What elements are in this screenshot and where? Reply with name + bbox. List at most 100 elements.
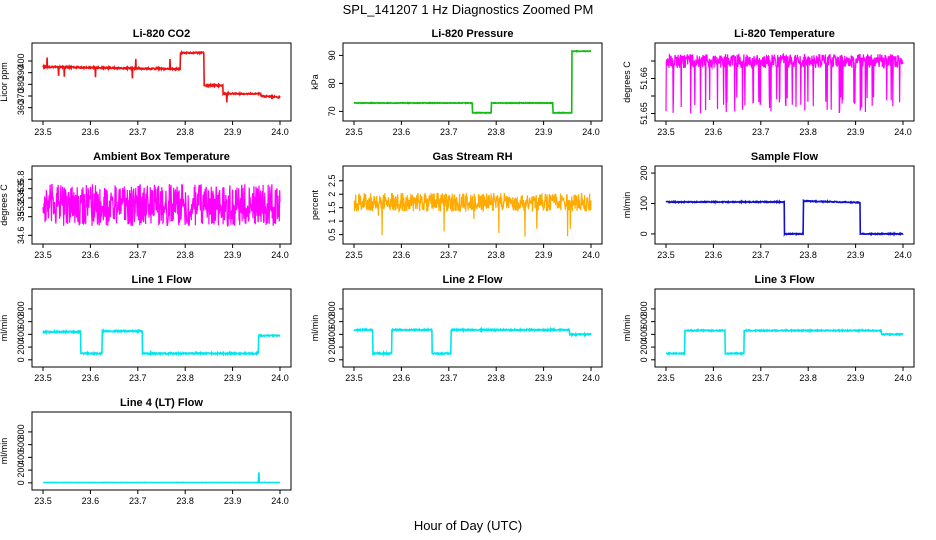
y-tick-label: 600 [16, 437, 26, 452]
y-axis-label: ml/min [310, 315, 320, 342]
y-tick-label: 800 [327, 301, 337, 316]
x-tick-label: 23.7 [129, 127, 147, 137]
x-tick-label: 23.5 [345, 373, 363, 383]
x-tick-label: 23.8 [176, 250, 194, 260]
y-tick-label: 0.5 [327, 228, 337, 241]
x-tick-label: 23.8 [487, 250, 505, 260]
panel-title: Li-820 Temperature [734, 28, 835, 40]
y-tick-label: 380 [16, 77, 26, 92]
y-tick-label: 200 [16, 340, 26, 355]
x-tick-label: 23.8 [799, 127, 817, 137]
x-tick-label: 23.9 [847, 127, 865, 137]
plot-frame [31, 165, 292, 245]
x-tick-label: 24.0 [582, 250, 600, 260]
x-tick-label: 23.9 [535, 373, 553, 383]
panel-6: Sample Flow ml/min 23.5 23.6 23.7 23.8 23.9 24.… [622, 151, 915, 260]
panel-title: Ambient Box Temperature [93, 151, 230, 163]
panel-title: Li-820 Pressure [432, 28, 514, 40]
x-tick-label: 23.5 [657, 373, 675, 383]
x-tick-label: 23.7 [129, 373, 147, 383]
x-tick-label: 23.5 [34, 127, 52, 137]
y-tick-label: 200 [639, 166, 649, 181]
y-tick-label: 1 [327, 219, 337, 224]
series-line [42, 49, 281, 103]
y-tick-label: 35.4 [16, 189, 26, 207]
x-tick-label: 23.5 [34, 250, 52, 260]
y-tick-label: 390 [16, 65, 26, 80]
x-tick-label: 24.0 [894, 373, 912, 383]
x-tick-label: 23.6 [393, 127, 411, 137]
x-tick-label: 23.7 [440, 127, 458, 137]
x-tick-label: 23.9 [847, 250, 865, 260]
panel-1: Li-820 CO2 Licor ppm 23.5 23.6 23.7 23.8 23.9 2… [0, 28, 292, 137]
y-tick-label: 90 [327, 50, 337, 60]
x-tick-label: 23.9 [535, 250, 553, 260]
y-tick-label: 400 [16, 450, 26, 465]
y-tick-label: 600 [16, 314, 26, 329]
x-tick-label: 23.6 [82, 373, 100, 383]
y-axis-label: Licor ppm [0, 62, 9, 102]
panel-5: Gas Stream RH percent 23.5 23.6 23.7 23.8 23.9… [310, 151, 603, 260]
plot-frame [654, 165, 915, 245]
y-tick-label: 35.2 [16, 199, 26, 217]
series-line [42, 183, 281, 227]
series-line [353, 192, 592, 237]
y-tick-label: 51.65 [639, 102, 649, 125]
panel-title: Li-820 CO2 [133, 28, 190, 40]
y-tick-label: 370 [16, 88, 26, 103]
x-tick-label: 24.0 [894, 250, 912, 260]
plot-frame [342, 165, 603, 245]
x-tick-label: 24.0 [271, 250, 289, 260]
y-tick-label: 0 [16, 480, 26, 485]
panel-title: Line 4 (LT) Flow [120, 397, 203, 409]
x-tick-label: 23.7 [440, 250, 458, 260]
y-tick-label: 400 [16, 53, 26, 68]
plot-frame [654, 288, 915, 368]
panel-2: Li-820 Pressure kPa 23.5 23.6 23.7 23.8 23.9 24… [310, 28, 603, 137]
x-tick-label: 23.6 [393, 373, 411, 383]
y-tick-label: 70 [327, 106, 337, 116]
series-line [665, 198, 904, 238]
x-tick-label: 23.8 [176, 496, 194, 506]
y-tick-label: 200 [327, 340, 337, 355]
x-tick-label: 23.5 [345, 250, 363, 260]
x-tick-label: 24.0 [582, 373, 600, 383]
y-axis-label: kPa [310, 74, 320, 90]
x-tick-label: 23.6 [393, 250, 411, 260]
x-tick-label: 23.5 [345, 127, 363, 137]
plot-frame [342, 288, 603, 368]
series-line [665, 327, 904, 356]
series-line [42, 328, 281, 357]
x-tick-label: 23.6 [82, 250, 100, 260]
x-tick-label: 23.8 [799, 373, 817, 383]
x-tick-label: 23.9 [535, 127, 553, 137]
x-tick-label: 23.5 [34, 373, 52, 383]
series-line [42, 472, 280, 484]
figure-x-axis-label: Hour of Day (UTC) [413, 518, 523, 533]
x-tick-label: 23.7 [752, 250, 770, 260]
y-tick-label: 360 [16, 100, 26, 115]
x-tick-label: 23.9 [224, 496, 242, 506]
y-axis-label: ml/min [622, 315, 632, 342]
panel-title: Line 1 Flow [132, 274, 192, 286]
y-tick-label: 2 [327, 192, 337, 197]
plot-frame [31, 42, 292, 122]
y-tick-label: 35 [16, 212, 26, 222]
plot-frame [31, 411, 292, 491]
x-tick-label: 23.6 [705, 250, 723, 260]
y-axis-label: degrees C [622, 61, 632, 103]
panel-title: Line 2 Flow [443, 274, 503, 286]
plot-frame [342, 42, 603, 122]
x-tick-label: 23.7 [752, 373, 770, 383]
y-tick-label: 35.6 [16, 180, 26, 198]
x-tick-label: 23.5 [657, 127, 675, 137]
y-tick-label: 800 [639, 301, 649, 316]
y-axis-label: ml/min [0, 315, 9, 342]
y-tick-label: 0 [16, 357, 26, 362]
series-line [353, 326, 592, 358]
y-tick-label: 80 [327, 78, 337, 88]
panel-9: Line 3 Flow ml/min 23.5 23.6 23.7 23.8 23.9 24.… [622, 274, 915, 383]
x-tick-label: 23.8 [487, 127, 505, 137]
y-tick-label: 35.8 [16, 171, 26, 189]
panel-title: Line 3 Flow [755, 274, 815, 286]
